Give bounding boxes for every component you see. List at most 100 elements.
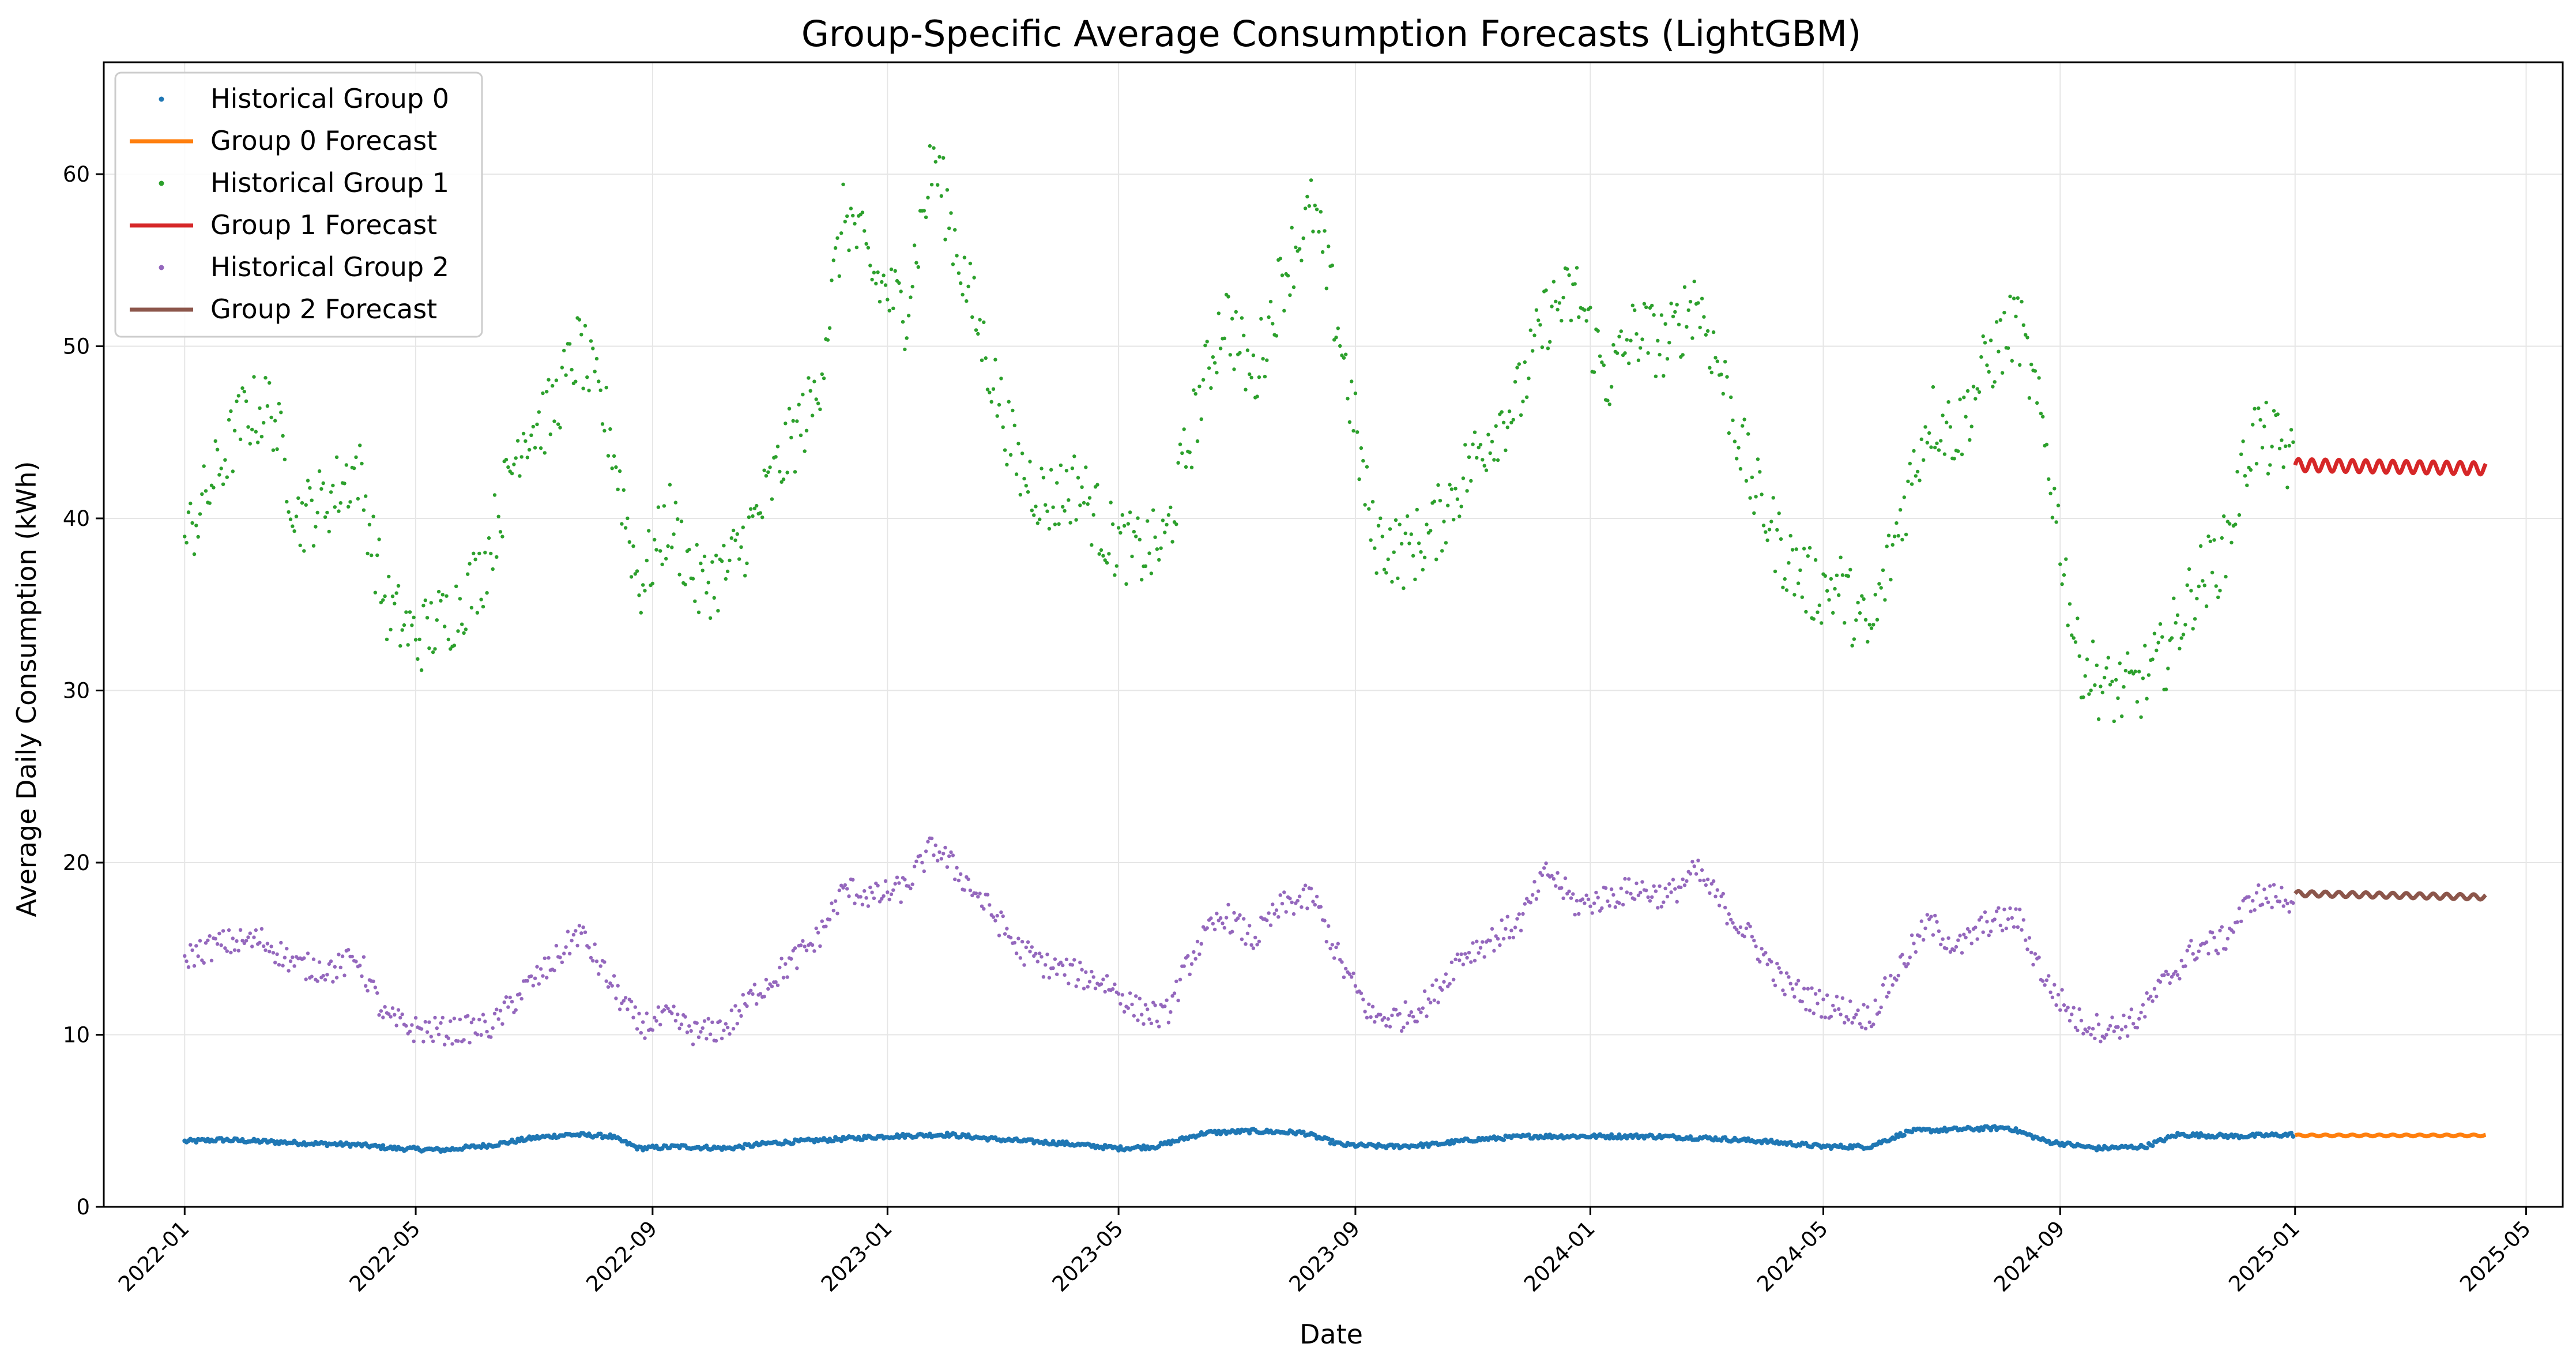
data-point	[531, 984, 535, 988]
data-point	[1941, 937, 1945, 941]
data-point	[1690, 860, 1694, 864]
data-point	[2012, 296, 2016, 300]
data-point	[693, 599, 697, 603]
data-point	[2000, 371, 2005, 375]
data-point	[641, 1020, 645, 1024]
data-point	[2126, 651, 2130, 655]
data-point	[1165, 998, 1169, 1002]
data-point	[2044, 978, 2049, 983]
data-point	[1334, 945, 1338, 950]
data-point	[379, 1009, 383, 1013]
data-point	[1288, 897, 1292, 901]
data-point	[1659, 905, 1664, 909]
data-point	[1831, 1003, 1835, 1008]
data-point	[2002, 311, 2006, 315]
data-point	[2139, 1010, 2143, 1015]
data-point	[385, 637, 389, 642]
data-point	[1654, 889, 1658, 893]
data-point	[1432, 998, 1436, 1002]
data-point	[876, 270, 880, 274]
data-point	[2251, 899, 2255, 903]
data-point	[1232, 367, 1236, 371]
data-point	[889, 892, 894, 897]
data-point	[2039, 411, 2043, 416]
data-point	[2210, 931, 2215, 935]
data-point	[1101, 1146, 1106, 1151]
data-point	[564, 945, 568, 949]
data-point	[2141, 676, 2145, 680]
data-point	[495, 1007, 499, 1011]
series-historical-group-0	[182, 1124, 2296, 1154]
data-point	[2289, 1131, 2294, 1135]
data-point	[860, 210, 865, 215]
data-point	[2081, 695, 2085, 699]
data-point	[2262, 424, 2266, 428]
data-point	[920, 860, 924, 865]
data-point	[1619, 329, 1623, 333]
data-point	[2166, 972, 2170, 977]
forecast-line	[2293, 457, 2488, 477]
data-point	[956, 878, 961, 883]
data-point	[1240, 316, 1244, 320]
data-point	[1611, 893, 1615, 897]
data-point	[2100, 690, 2104, 695]
data-point	[1394, 518, 1398, 522]
data-point	[1481, 940, 1485, 944]
data-point	[1825, 589, 1829, 593]
data-point	[1003, 448, 1007, 452]
data-point	[1962, 396, 1966, 400]
data-point	[701, 569, 705, 573]
data-point	[2116, 1025, 2120, 1029]
data-point	[1271, 902, 1275, 906]
data-point	[1176, 461, 1180, 465]
y-tick-label: 40	[63, 506, 90, 531]
data-point	[1323, 919, 1327, 923]
data-point	[337, 509, 341, 513]
data-point	[524, 439, 528, 443]
data-point	[699, 561, 703, 566]
data-point	[281, 964, 285, 968]
data-point	[510, 1000, 514, 1004]
data-point	[525, 979, 529, 983]
data-point	[1315, 208, 1319, 212]
data-point	[1896, 534, 1900, 538]
data-point	[500, 535, 504, 539]
data-point	[1580, 897, 1585, 901]
data-point	[2047, 974, 2051, 978]
data-point	[766, 987, 770, 991]
data-point	[2041, 979, 2045, 983]
data-point	[262, 421, 266, 425]
data-point	[235, 399, 239, 404]
data-point	[219, 943, 223, 947]
data-point	[2178, 646, 2182, 651]
data-point	[571, 932, 576, 937]
data-point	[408, 1029, 412, 1034]
data-point	[1024, 945, 1029, 950]
data-point	[294, 514, 299, 518]
data-point	[412, 615, 416, 620]
data-point	[598, 964, 602, 968]
data-point	[1370, 1004, 1375, 1008]
data-point	[1688, 872, 1693, 876]
data-point	[1787, 561, 1791, 565]
forecast-line	[2293, 1132, 2488, 1139]
data-point	[1843, 1021, 1847, 1025]
data-point	[2162, 973, 2166, 977]
data-point	[1403, 1000, 1407, 1004]
data-point	[1063, 509, 1067, 513]
data-point	[1960, 951, 1964, 955]
data-point	[277, 963, 281, 967]
data-point	[740, 1146, 745, 1151]
data-point	[1962, 932, 1966, 936]
data-point	[1342, 356, 1346, 360]
data-point	[1702, 878, 1706, 883]
data-point	[1147, 1017, 1151, 1021]
data-point	[1773, 569, 1777, 574]
data-point	[1698, 878, 1702, 883]
data-point	[843, 883, 848, 887]
data-point	[2225, 936, 2230, 941]
data-point	[2047, 477, 2051, 481]
data-point	[1090, 543, 1094, 547]
data-point	[1685, 325, 1689, 329]
data-point	[1997, 349, 2001, 353]
